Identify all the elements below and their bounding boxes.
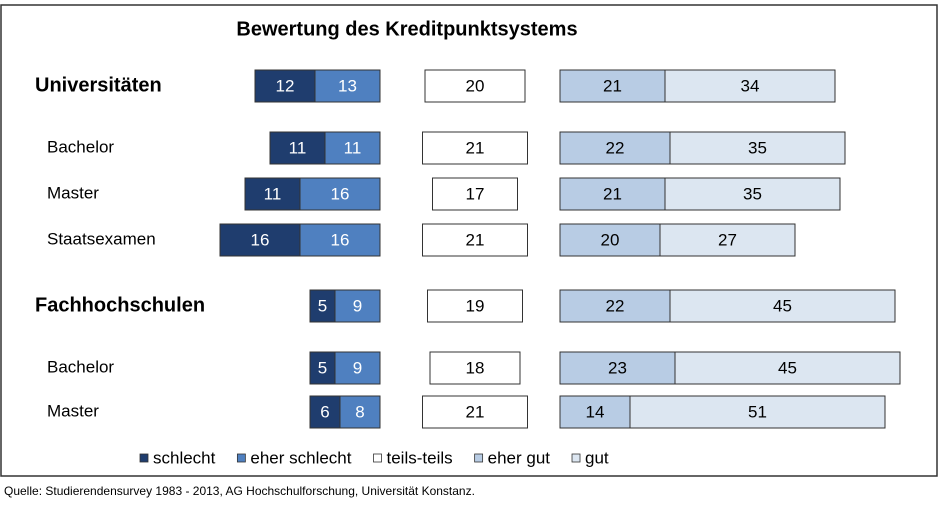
data-label: 21 [466, 138, 485, 157]
data-label: 51 [748, 402, 767, 421]
bar-segment [244, 177, 301, 211]
category-label: Master [47, 401, 99, 420]
bar-segment [559, 223, 661, 257]
bar-segment [429, 351, 521, 385]
data-label: 23 [608, 358, 627, 377]
legend-label: schlecht [153, 448, 216, 467]
data-label: 18 [466, 358, 485, 377]
bar-segment [309, 395, 341, 429]
bar-segment [269, 131, 326, 165]
data-label: 5 [318, 296, 327, 315]
data-label: 9 [353, 296, 362, 315]
bar-segment [334, 289, 381, 323]
bar-segment [422, 131, 528, 165]
bar-segment [669, 289, 896, 323]
category-label: Bachelor [47, 357, 114, 376]
bar-segment [559, 131, 671, 165]
bar-segment [664, 177, 841, 211]
data-label: 22 [606, 296, 625, 315]
bar-segment [219, 223, 301, 257]
bar-segment [559, 177, 666, 211]
data-label: 17 [466, 184, 485, 203]
category-label: Bachelor [47, 137, 114, 156]
legend-swatch [571, 453, 581, 463]
bar-segment [559, 351, 676, 385]
data-label: 14 [586, 402, 605, 421]
data-label: 45 [778, 358, 797, 377]
bar-segment [669, 131, 846, 165]
category-label: Staatsexamen [47, 229, 156, 248]
data-label: 13 [338, 76, 357, 95]
legend-swatch [373, 453, 382, 463]
source: Quelle: Studierendensurvey 1983 - 2013, … [4, 484, 475, 498]
bar-segment [422, 395, 528, 429]
data-label: 11 [344, 138, 362, 157]
bar-segment [314, 69, 381, 103]
category-label: Master [47, 183, 99, 202]
data-label: 21 [466, 402, 485, 421]
data-label: 27 [718, 230, 737, 249]
bar-segment [299, 223, 381, 257]
data-label: 21 [603, 76, 622, 95]
bar-segment [299, 177, 381, 211]
bar-segment [424, 69, 526, 103]
data-label: 16 [331, 184, 350, 203]
bar-segment [659, 223, 796, 257]
data-label: 11 [289, 138, 307, 157]
bar-segment [427, 289, 523, 323]
bar-segment [422, 223, 528, 257]
legend-swatch [139, 453, 149, 463]
bar-segment [674, 351, 901, 385]
bar-segment [309, 351, 336, 385]
legend-label: eher gut [488, 448, 551, 467]
bar-segment [309, 289, 336, 323]
data-label: 22 [606, 138, 625, 157]
data-label: 19 [466, 296, 485, 315]
data-label: 16 [331, 230, 350, 249]
data-label: 21 [466, 230, 485, 249]
bar-segment [334, 351, 381, 385]
legend-swatch [236, 453, 246, 463]
data-label: 20 [601, 230, 620, 249]
data-label: 8 [355, 402, 364, 421]
data-label: 5 [318, 358, 327, 377]
data-label: 16 [251, 230, 270, 249]
frame [0, 4, 938, 477]
data-label: 9 [353, 358, 362, 377]
data-label: 34 [741, 76, 760, 95]
data-label: 6 [320, 402, 329, 421]
data-label: 12 [276, 76, 295, 95]
legend-swatch [474, 453, 484, 463]
data-label: 21 [603, 184, 622, 203]
bar-segment [254, 69, 316, 103]
bar-segment [432, 177, 518, 211]
bar-segment [629, 395, 886, 429]
bar-segment [559, 69, 666, 103]
category-label: Universitäten [35, 74, 162, 96]
data-label: 35 [743, 184, 762, 203]
legend-label: eher schlecht [250, 448, 351, 467]
legend-label: teils-teils [387, 448, 453, 467]
data-label: 35 [748, 138, 767, 157]
chart-title: Bewertung des Kreditpunktsystems [236, 18, 577, 40]
data-label: 45 [773, 296, 792, 315]
category-label: Fachhochschulen [35, 294, 205, 316]
data-label: 11 [264, 184, 282, 203]
bar-segment [664, 69, 836, 103]
legend-label: gut [585, 448, 609, 467]
data-label: 20 [466, 76, 485, 95]
